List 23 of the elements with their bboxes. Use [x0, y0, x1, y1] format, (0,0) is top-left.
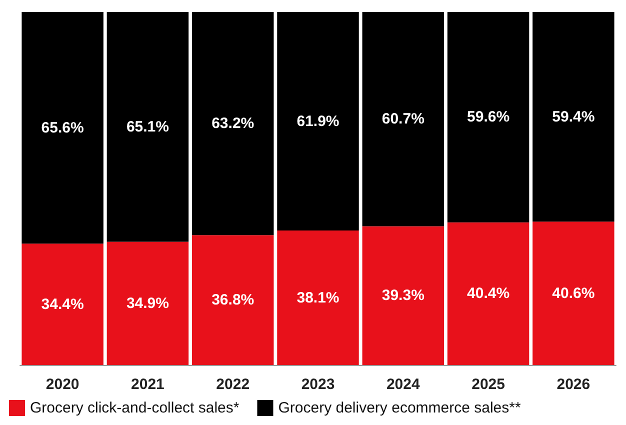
x-tick-label: 2021 [131, 376, 164, 393]
x-tick-label: 2022 [216, 376, 250, 393]
data-label: 34.9% [126, 294, 169, 312]
legend-label: Grocery click-and-collect sales* [30, 400, 240, 416]
data-label: 39.3% [382, 287, 424, 304]
data-label: 59.6% [467, 108, 510, 126]
x-tick-label: 2025 [472, 376, 505, 393]
data-label: 40.6% [552, 284, 595, 302]
data-label: 65.6% [41, 119, 84, 136]
legend-label: Grocery delivery ecommerce sales** [278, 400, 521, 416]
data-label: 36.8% [212, 292, 254, 309]
data-label: 61.9% [296, 112, 340, 130]
data-label: 38.1% [296, 289, 340, 306]
data-label: 60.7% [382, 110, 424, 128]
data-label: 40.4% [467, 285, 510, 302]
data-label: 34.4% [41, 296, 84, 313]
x-tick-label: 2023 [301, 376, 335, 393]
data-label: 65.1% [126, 118, 169, 136]
x-tick-label: 2020 [46, 376, 80, 393]
x-tick-label: 2024 [386, 376, 420, 393]
x-tick-label: 2026 [556, 376, 590, 393]
data-label: 63.2% [212, 115, 254, 132]
data-label: 59.4% [552, 108, 595, 126]
